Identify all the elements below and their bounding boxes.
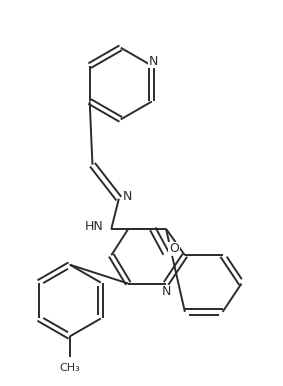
Text: CH₃: CH₃ — [59, 363, 80, 373]
Text: N: N — [161, 285, 171, 298]
Text: N: N — [149, 55, 158, 68]
Text: N: N — [123, 190, 132, 203]
Text: O: O — [169, 242, 179, 256]
Text: HN: HN — [85, 220, 104, 234]
